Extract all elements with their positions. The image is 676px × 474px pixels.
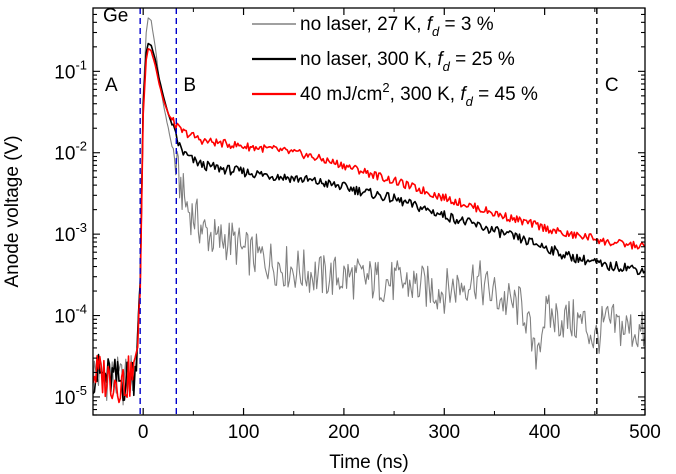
x-tick-label: 0 — [138, 422, 149, 443]
axis-tick-labels: 0 100 200 300 400 500 10-5 10-4 10-3 10-2 10-1 — [54, 57, 661, 443]
series-layer — [93, 17, 645, 406]
y-tick-label: 10-1 — [54, 57, 87, 83]
legend-label-3: 40 mJ/cm2, 300 K, fd = 45 % — [300, 80, 538, 109]
axis-ticks — [92, 8, 646, 416]
legend: no laser, 27 K, fd = 3 % no laser, 300 K,… — [252, 14, 538, 109]
x-tick-label: 400 — [529, 422, 561, 443]
x-tick-label: 300 — [428, 422, 460, 443]
plot-frame — [92, 7, 646, 416]
y-tick-label: 10-5 — [54, 383, 87, 409]
x-tick-label: 200 — [328, 422, 360, 443]
region-label-Ge: Ge — [103, 5, 128, 26]
series-line-1 — [93, 17, 645, 406]
x-tick-label: 100 — [228, 422, 260, 443]
region-labels: Ge A B C — [103, 5, 619, 96]
region-label-B: B — [183, 75, 196, 96]
series-line-3 — [93, 47, 645, 404]
legend-label-2: no laser, 300 K, fd = 25 % — [300, 49, 515, 74]
region-label-C: C — [605, 75, 619, 96]
y-tick-label: 10-4 — [54, 302, 87, 328]
y-axis-title: Anode voltage (V) — [2, 135, 23, 287]
region-label-A: A — [105, 75, 118, 96]
legend-label-1: no laser, 27 K, fd = 3 % — [300, 14, 494, 39]
region-lines — [139, 8, 598, 415]
y-tick-label: 10-2 — [54, 139, 87, 165]
x-axis-title: Time (ns) — [329, 452, 409, 473]
x-tick-label: 500 — [629, 422, 661, 443]
series-line-2 — [93, 42, 645, 402]
y-tick-label: 10-3 — [54, 220, 87, 246]
